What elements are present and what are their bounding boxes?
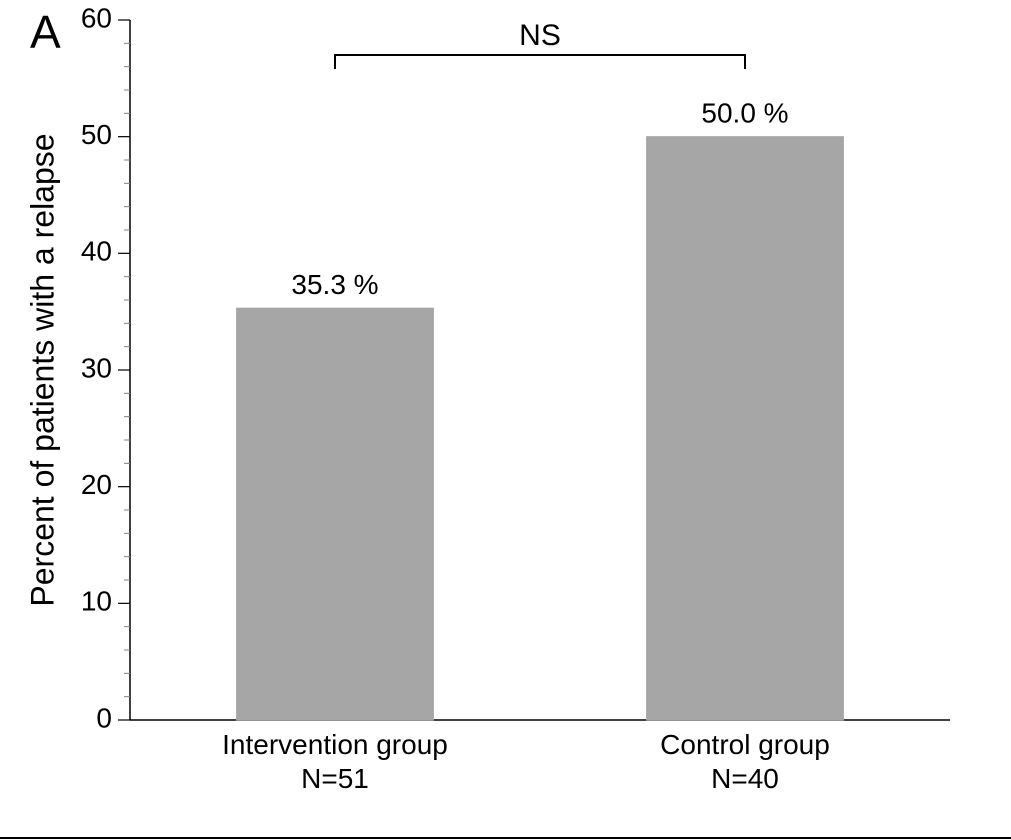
bar-0 xyxy=(237,308,434,720)
bar-chart-svg: 0 10 20 30 40 50 60 Percent of patients with a … xyxy=(0,0,1011,840)
y-tick-label: 60 xyxy=(81,2,112,33)
y-tick-label: 30 xyxy=(81,352,112,383)
chart-container: 0 10 20 30 40 50 60 Percent of patients with a … xyxy=(0,0,1011,840)
bar-value-label: 35.3 % xyxy=(291,269,378,300)
x-category-n-label: N=51 xyxy=(301,763,369,794)
y-tick-label: 40 xyxy=(81,236,112,267)
x-category-n-label: N=40 xyxy=(711,763,779,794)
chart-bg xyxy=(0,0,1011,840)
y-tick-label: 50 xyxy=(81,119,112,150)
x-category-label: Control group xyxy=(660,729,830,760)
y-tick-label: 0 xyxy=(96,702,112,733)
bar-1 xyxy=(647,137,844,720)
bar-value-label: 50.0 % xyxy=(701,98,788,129)
significance-label: NS xyxy=(519,19,561,52)
panel-label: A xyxy=(30,6,61,58)
y-tick-label: 20 xyxy=(81,469,112,500)
y-tick-label: 10 xyxy=(81,586,112,617)
x-category-label: Intervention group xyxy=(222,729,448,760)
y-axis-label: Percent of patients with a relapse xyxy=(24,133,60,606)
